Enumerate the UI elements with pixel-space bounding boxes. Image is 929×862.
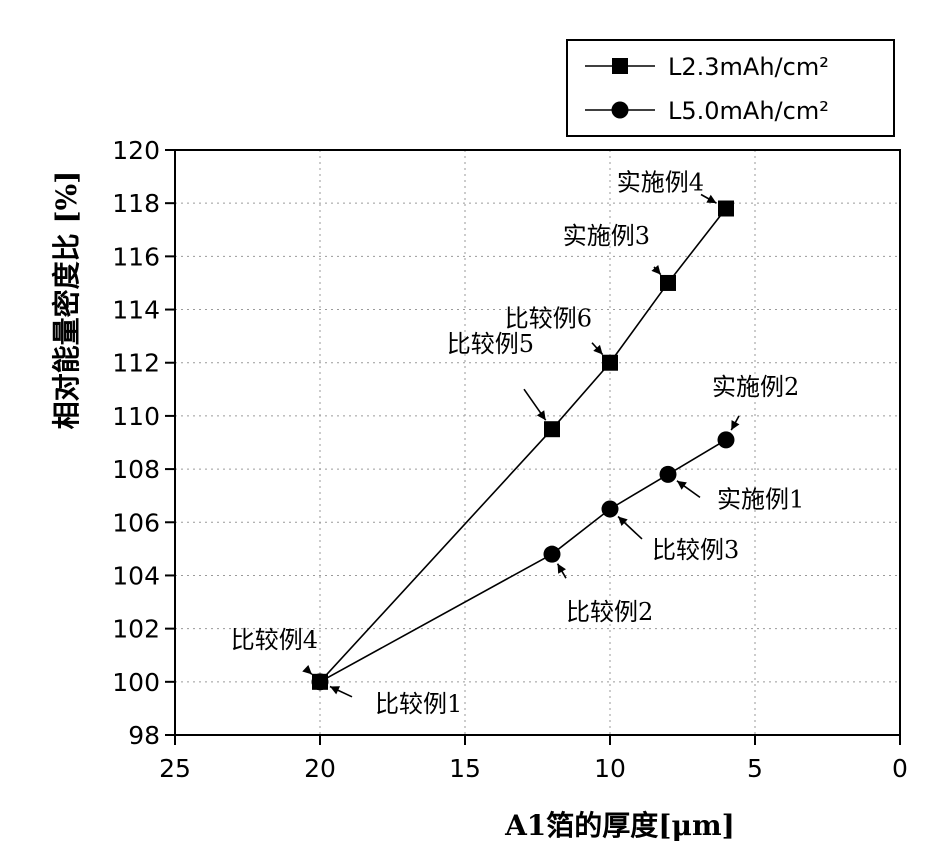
data-point-circle: [717, 431, 735, 449]
x-tick-label: 0: [892, 754, 908, 783]
point-label: 比较例5: [447, 330, 534, 358]
point-label: 比较例3: [652, 536, 739, 564]
y-tick-label: 108: [112, 455, 160, 484]
x-tick-label: 20: [304, 754, 336, 783]
annotation-arrowhead: [302, 664, 312, 675]
annotation-arrowhead: [618, 516, 628, 526]
x-axis-title: A1箔的厚度[μm]: [504, 809, 735, 842]
y-axis-title: 相对能量密度比 [%]: [50, 171, 83, 430]
x-axis: 25 20 15 10 5 0: [159, 735, 908, 783]
x-tick-label: 5: [747, 754, 763, 783]
legend-box: [566, 39, 895, 137]
annotation-arrowhead: [329, 686, 341, 695]
point-label: 实施例4: [617, 169, 704, 197]
data-point-circle: [659, 465, 677, 483]
y-tick-label: 112: [112, 349, 160, 378]
markers: [311, 200, 735, 691]
annotation-arrowhead: [706, 194, 717, 204]
y-tick-label: 110: [112, 402, 160, 431]
point-label: 比较例2: [566, 598, 653, 626]
y-tick-label: 114: [112, 296, 160, 325]
annotation-arrowhead: [651, 264, 661, 275]
legend-marker-square: [612, 58, 628, 74]
y-tick-label: 106: [112, 508, 160, 537]
data-point-circle: [601, 500, 619, 518]
point-label: 比较例6: [505, 305, 592, 333]
y-tick-label: 100: [112, 668, 160, 697]
annotation-arrowhead: [536, 410, 546, 421]
annotation-arrowhead: [593, 344, 603, 355]
y-tick-label: 98: [128, 721, 160, 750]
data-point-square: [718, 200, 734, 217]
legend: L2.3mAh/cm² L5.0mAh/cm²: [566, 39, 895, 137]
legend-label-1: L2.3mAh/cm²: [668, 53, 829, 81]
point-label: 实施例1: [717, 485, 804, 513]
x-tick-label: 15: [449, 754, 481, 783]
grid: [175, 150, 900, 735]
point-label: 实施例3: [563, 222, 650, 250]
y-tick-label: 116: [112, 242, 160, 271]
data-point-square: [544, 421, 560, 438]
y-tick-label: 104: [112, 561, 160, 590]
annotation-arrowhead: [731, 420, 740, 431]
y-tick-label: 102: [112, 615, 160, 644]
y-axis: 98 100 102 104 106 108 110 112 114 116 118 120: [112, 136, 175, 750]
y-tick-label: 118: [112, 189, 160, 218]
data-point-square: [660, 274, 676, 291]
y-tick-label: 120: [112, 136, 160, 165]
point-label: 实施例2: [712, 373, 799, 401]
plot-frame: [174, 149, 901, 736]
data-point-circle: [543, 545, 561, 563]
point-label: 比较例4: [231, 626, 318, 654]
legend-label-2: L5.0mAh/cm²: [668, 97, 829, 125]
annotation-arrowhead: [676, 480, 687, 490]
x-tick-label: 25: [159, 754, 191, 783]
data-point-circle: [311, 673, 329, 691]
annotation-arrowhead: [557, 563, 566, 574]
point-label: 比较例1: [375, 690, 462, 718]
legend-marker-circle: [611, 101, 629, 119]
x-tick-label: 10: [594, 754, 626, 783]
data-point-square: [602, 354, 618, 371]
